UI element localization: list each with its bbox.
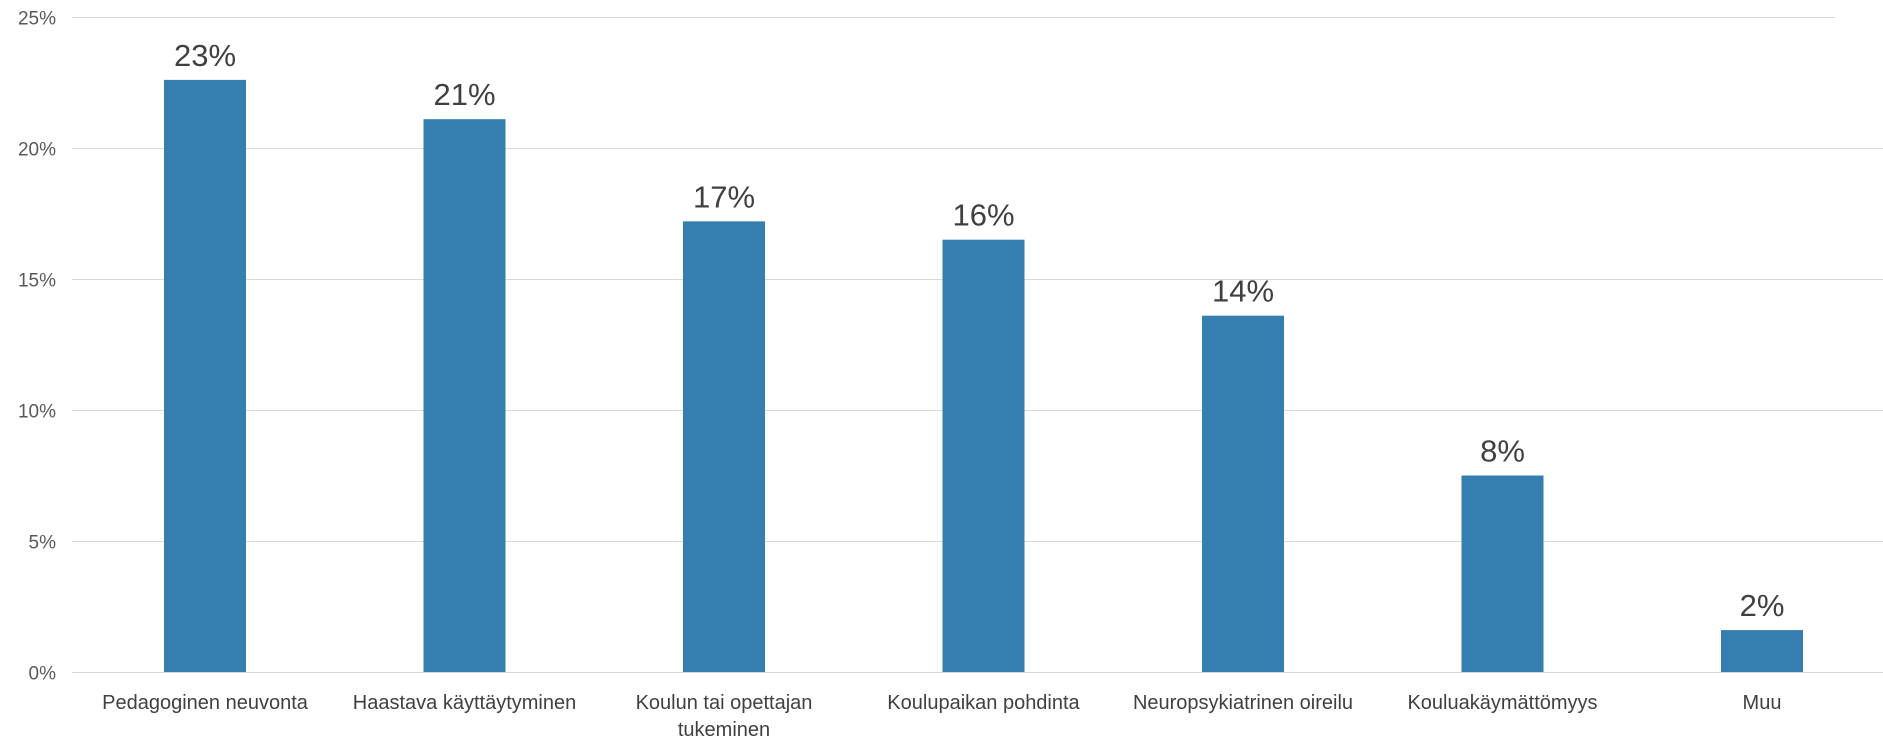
x-tick-label-line: Koulupaikan pohdinta	[887, 692, 1080, 714]
x-tick-label-line: Pedagoginen neuvonta	[102, 692, 309, 714]
x-tick-label-line: tukeminen	[678, 719, 770, 741]
bars	[164, 79, 1803, 673]
data-label: 21%	[433, 77, 495, 112]
data-label: 8%	[1480, 434, 1525, 469]
bar	[1461, 475, 1544, 672]
x-tick-label-line: Haastava käyttäytyminen	[353, 692, 576, 714]
y-tick-label: 20%	[18, 140, 56, 161]
data-label: 17%	[693, 179, 755, 214]
x-tick-label-line: Koulun tai opettajan	[636, 692, 813, 714]
bar	[164, 79, 246, 672]
x-tick-label: Koulupaikan pohdinta	[887, 692, 1080, 714]
y-tick-label: 25%	[18, 9, 56, 30]
y-axis: 0% 5% 10% 15% 20% 25%	[18, 9, 56, 685]
y-tick-label: 0%	[29, 664, 57, 685]
bar	[683, 221, 765, 673]
x-axis: Pedagoginen neuvonta Haastava käyttäytymi…	[102, 692, 1781, 741]
x-tick-label-line: Muu	[1743, 692, 1782, 714]
x-tick-label: Pedagoginen neuvonta	[102, 692, 309, 714]
y-tick-label: 15%	[18, 271, 56, 292]
y-tick-label: 10%	[18, 402, 56, 423]
x-tick-label: Koulun tai opettajan tukeminen	[636, 692, 813, 741]
data-label: 2%	[1740, 588, 1785, 623]
x-tick-label: Kouluakäymättömyys	[1407, 692, 1597, 714]
data-labels: 23% 21% 17% 16% 14% 8% 2%	[174, 38, 1784, 623]
data-label: 14%	[1212, 274, 1274, 309]
data-label: 23%	[174, 38, 236, 73]
bar	[1721, 630, 1803, 672]
x-tick-label: Neuropsykiatrinen oireilu	[1133, 692, 1353, 714]
bar	[942, 239, 1025, 672]
x-tick-label-line: Kouluakäymättömyys	[1407, 692, 1597, 714]
x-tick-label: Muu	[1743, 692, 1782, 714]
x-tick-label: Haastava käyttäytyminen	[353, 692, 576, 714]
bar	[1202, 315, 1284, 672]
data-label: 16%	[952, 198, 1014, 233]
y-tick-label: 5%	[29, 533, 57, 554]
x-tick-label-line: Neuropsykiatrinen oireilu	[1133, 692, 1353, 714]
bar	[423, 119, 506, 673]
